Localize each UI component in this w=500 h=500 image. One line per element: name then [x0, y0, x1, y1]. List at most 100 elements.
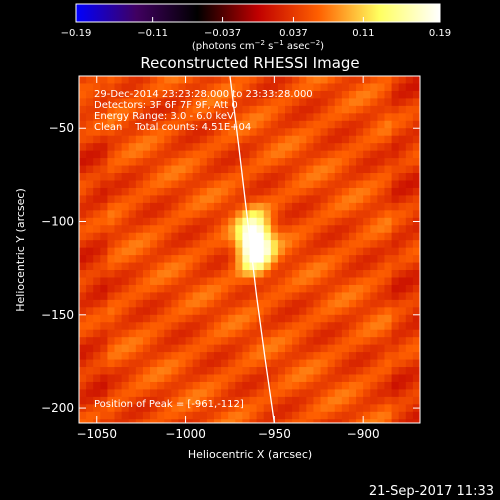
heatmap-cell [79, 292, 87, 301]
heatmap-cell [263, 210, 272, 219]
heatmap-cell [135, 307, 144, 316]
heatmap-cell [86, 232, 94, 241]
heatmap-cell [121, 381, 130, 391]
heatmap-cell [221, 367, 229, 376]
heatmap-cell [178, 277, 187, 286]
heatmap-cell [199, 135, 208, 144]
heatmap-cell [391, 396, 400, 405]
heatmap-cell [128, 352, 137, 361]
heatmap-cell [142, 314, 151, 323]
heatmap-cell [171, 292, 180, 301]
colorbar-tick-label: 0.037 [279, 28, 308, 39]
heatmap-cell [313, 90, 322, 99]
heatmap-cell [79, 76, 87, 85]
heatmap-cell [100, 83, 109, 92]
heatmap-cell [370, 83, 378, 92]
heatmap-cell [420, 188, 428, 196]
heatmap-cell [285, 270, 293, 279]
heatmap-cell [348, 240, 357, 249]
heatmap-cell [420, 330, 428, 338]
heatmap-cell [420, 166, 428, 174]
heatmap-cell [185, 284, 194, 294]
heatmap-cell [292, 202, 300, 211]
heatmap-cell [221, 322, 229, 331]
heatmap-cell [292, 314, 300, 323]
axis-ticks: −1050 −1000 −950 −900−50−100−150−200 [41, 76, 420, 441]
heatmap-cell [164, 90, 172, 99]
heatmap-cell [157, 404, 165, 413]
heatmap-cell [135, 187, 144, 196]
heatmap-cell [192, 210, 201, 219]
heatmap-cell [413, 427, 421, 435]
heatmap-cell [142, 352, 151, 361]
heatmap-cell [263, 90, 272, 99]
heatmap-cell [356, 113, 364, 122]
heatmap-cell [235, 381, 243, 391]
heatmap-cell [313, 187, 322, 196]
heatmap-cell [249, 307, 258, 316]
heatmap-cell [199, 389, 208, 398]
heatmap-cell [164, 367, 172, 376]
heatmap-cell [391, 135, 400, 144]
heatmap-cell [142, 381, 151, 391]
heatmap-cell [249, 367, 258, 376]
heatmap-cell [221, 158, 229, 167]
heatmap-cell [256, 113, 265, 122]
heatmap-cell [150, 270, 158, 279]
heatmap-cell [171, 329, 180, 338]
heatmap-cell [405, 165, 414, 174]
heatmap-cell [86, 128, 94, 137]
heatmap-cell [306, 255, 315, 264]
heatmap-cell [93, 389, 101, 398]
heatmap-cell [249, 217, 258, 226]
heatmap-cell [370, 98, 378, 107]
heatmap-cell [171, 195, 180, 204]
colorbar-ticks: −0.19 −0.11 −0.037 0.037 0.11 0.19 [61, 17, 451, 39]
heatmap-cell [228, 202, 236, 211]
heatmap-cell [79, 210, 87, 219]
heatmap-cell [150, 240, 158, 249]
heatmap-cell [299, 232, 307, 241]
heatmap-cell [206, 128, 215, 137]
heatmap-cell [334, 90, 343, 99]
heatmap-cell [164, 411, 172, 420]
heatmap-cell [221, 202, 229, 211]
heatmap-cell [292, 210, 300, 219]
heatmap-cell [341, 314, 350, 323]
heatmap-cell [285, 180, 293, 189]
heatmap-cell [150, 98, 158, 107]
heatmap-cell [320, 344, 329, 353]
heatmap-cell [306, 284, 315, 294]
heatmap-cell [128, 225, 137, 234]
heatmap-cell [341, 359, 350, 368]
heatmap-cell [86, 90, 94, 99]
heatmap-cell [86, 180, 94, 189]
heatmap-cell [263, 337, 272, 346]
heatmap-cell [256, 128, 265, 137]
heatmap-cell [313, 329, 322, 338]
heatmap-cell [142, 165, 151, 174]
heatmap-cell [199, 98, 208, 107]
heatmap-cell [164, 381, 172, 391]
heatmap-cell [320, 322, 329, 331]
heatmap-cell [128, 284, 137, 294]
heatmap-cell [157, 277, 165, 286]
heatmap-cell [93, 284, 101, 294]
heatmap-cell [348, 367, 357, 376]
heatmap-cell [114, 389, 123, 398]
heatmap-cell [192, 352, 201, 361]
heatmap-cell [171, 277, 180, 286]
heatmap-cell [128, 210, 137, 219]
heatmap-cell [292, 255, 300, 264]
heatmap-cell [377, 76, 386, 85]
heatmap-cell [256, 255, 265, 264]
heatmap-cell [334, 396, 343, 405]
heatmap-cell [128, 232, 137, 241]
heatmap-cell [121, 135, 130, 144]
heatmap-cell [285, 76, 293, 85]
heatmap-cell [150, 404, 158, 413]
heatmap-cell [135, 329, 144, 338]
heatmap-cell [249, 173, 258, 182]
heatmap-cell [164, 389, 172, 398]
heatmap-cell [363, 270, 371, 279]
